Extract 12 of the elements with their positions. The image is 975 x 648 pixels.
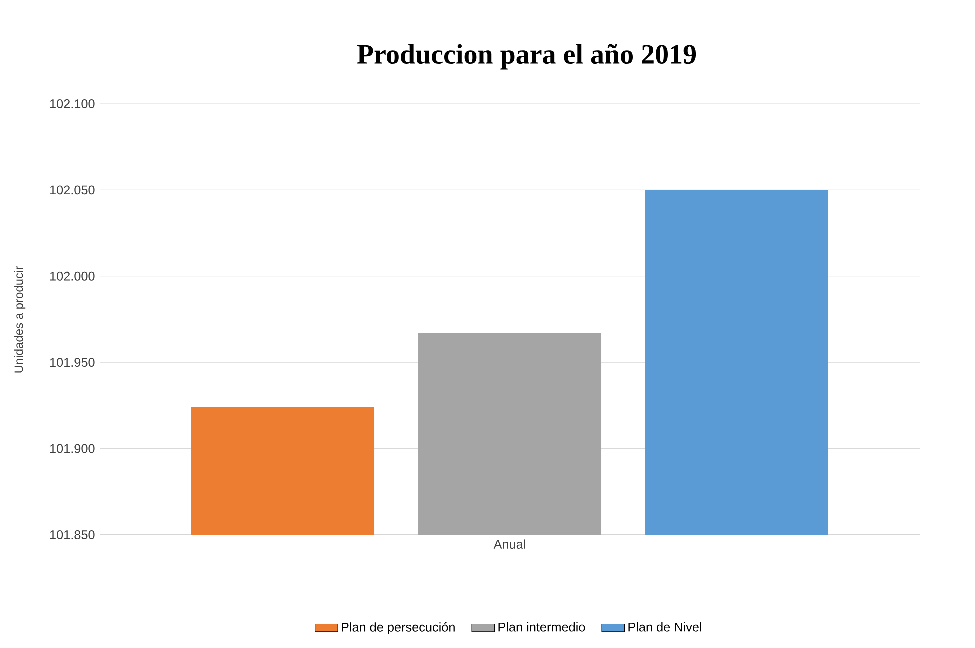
y-tick-label: 102.100 [50, 100, 95, 108]
y-tick-label: 101.950 [50, 358, 95, 368]
y-tick-label: 101.900 [50, 444, 95, 454]
y-tick-label: 102.050 [50, 186, 95, 195]
y-tick-label: 102.000 [50, 272, 95, 281]
chart-title: Produccion para el año 2019 [357, 44, 696, 70]
x-tick-label: Anual [494, 540, 526, 549]
legend-label: Plan de Nivel [628, 622, 702, 632]
y-axis-title: Unidades a producir [14, 266, 26, 373]
legend-label: Plan intermedio [498, 622, 586, 632]
legend-label: Plan de persecución [342, 622, 455, 634]
y-tick-label: 101.850 [50, 530, 95, 540]
